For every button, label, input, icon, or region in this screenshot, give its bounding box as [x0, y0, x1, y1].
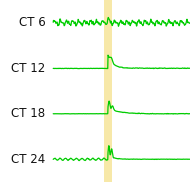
Bar	[104, 0, 112, 182]
Text: CT 18: CT 18	[11, 107, 46, 120]
Text: CT 6: CT 6	[19, 16, 46, 29]
Text: CT 12: CT 12	[11, 62, 46, 75]
Text: CT 24: CT 24	[11, 153, 46, 166]
